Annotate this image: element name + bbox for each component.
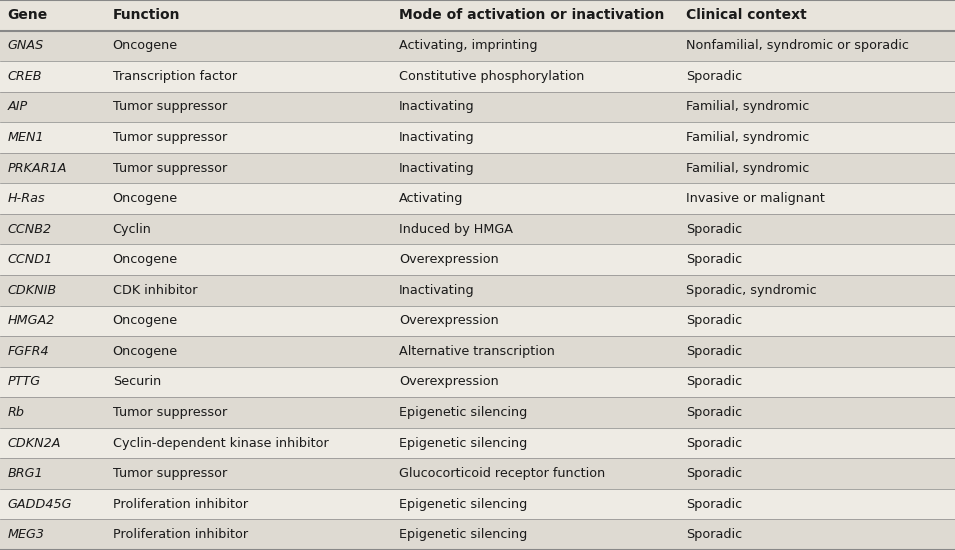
Bar	[0, 61, 955, 92]
Bar	[0, 367, 955, 397]
Text: Proliferation inhibitor: Proliferation inhibitor	[113, 528, 247, 541]
Text: Tumor suppressor: Tumor suppressor	[113, 101, 227, 113]
Text: AIP: AIP	[8, 101, 28, 113]
Text: Sporadic, syndromic: Sporadic, syndromic	[686, 284, 817, 297]
Text: Oncogene: Oncogene	[113, 253, 178, 266]
Text: Sporadic: Sporadic	[686, 467, 742, 480]
Bar	[0, 183, 955, 214]
Text: Transcription factor: Transcription factor	[113, 70, 237, 83]
Text: Inactivating: Inactivating	[399, 284, 475, 297]
Bar	[0, 397, 955, 428]
Text: HMGA2: HMGA2	[8, 315, 55, 327]
Text: Constitutive phosphorylation: Constitutive phosphorylation	[399, 70, 584, 83]
Bar	[0, 153, 955, 183]
Bar	[0, 519, 955, 550]
Text: Tumor suppressor: Tumor suppressor	[113, 131, 227, 144]
Text: PTTG: PTTG	[8, 376, 41, 388]
Bar	[0, 122, 955, 153]
Text: Tumor suppressor: Tumor suppressor	[113, 162, 227, 174]
Text: Alternative transcription: Alternative transcription	[399, 345, 555, 358]
Text: CDK inhibitor: CDK inhibitor	[113, 284, 197, 297]
Text: Glucocorticoid receptor function: Glucocorticoid receptor function	[399, 467, 605, 480]
Text: Tumor suppressor: Tumor suppressor	[113, 467, 227, 480]
Text: Activating, imprinting: Activating, imprinting	[399, 40, 538, 52]
Text: Inactivating: Inactivating	[399, 131, 475, 144]
Text: Epigenetic silencing: Epigenetic silencing	[399, 528, 527, 541]
Text: Sporadic: Sporadic	[686, 223, 742, 235]
Text: Proliferation inhibitor: Proliferation inhibitor	[113, 498, 247, 510]
Bar	[0, 428, 955, 458]
Text: Securin: Securin	[113, 376, 161, 388]
Text: Oncogene: Oncogene	[113, 315, 178, 327]
Text: Activating: Activating	[399, 192, 463, 205]
Text: CREB: CREB	[8, 70, 42, 83]
Text: Familial, syndromic: Familial, syndromic	[686, 131, 809, 144]
Text: Sporadic: Sporadic	[686, 437, 742, 449]
Text: GADD45G: GADD45G	[8, 498, 73, 510]
Text: Sporadic: Sporadic	[686, 253, 742, 266]
Text: Sporadic: Sporadic	[686, 498, 742, 510]
Text: Epigenetic silencing: Epigenetic silencing	[399, 406, 527, 419]
Text: Familial, syndromic: Familial, syndromic	[686, 162, 809, 174]
Text: Overexpression: Overexpression	[399, 315, 499, 327]
Text: Tumor suppressor: Tumor suppressor	[113, 406, 227, 419]
Text: Sporadic: Sporadic	[686, 528, 742, 541]
Text: Epigenetic silencing: Epigenetic silencing	[399, 498, 527, 510]
Text: PRKAR1A: PRKAR1A	[8, 162, 67, 174]
Bar	[0, 458, 955, 489]
Text: Function: Function	[113, 8, 180, 23]
Text: H-Ras: H-Ras	[8, 192, 45, 205]
Bar	[0, 275, 955, 306]
Text: FGFR4: FGFR4	[8, 345, 50, 358]
Text: GNAS: GNAS	[8, 40, 44, 52]
Text: CCNB2: CCNB2	[8, 223, 52, 235]
Bar	[0, 0, 955, 31]
Text: Gene: Gene	[8, 8, 48, 23]
Text: Oncogene: Oncogene	[113, 40, 178, 52]
Text: Overexpression: Overexpression	[399, 376, 499, 388]
Bar	[0, 214, 955, 244]
Text: Inactivating: Inactivating	[399, 162, 475, 174]
Text: Oncogene: Oncogene	[113, 192, 178, 205]
Text: Rb: Rb	[8, 406, 25, 419]
Bar	[0, 306, 955, 336]
Bar	[0, 336, 955, 367]
Text: Sporadic: Sporadic	[686, 376, 742, 388]
Bar	[0, 489, 955, 519]
Text: CDKNIB: CDKNIB	[8, 284, 56, 297]
Text: Oncogene: Oncogene	[113, 345, 178, 358]
Text: MEG3: MEG3	[8, 528, 45, 541]
Text: BRG1: BRG1	[8, 467, 43, 480]
Text: Inactivating: Inactivating	[399, 101, 475, 113]
Text: Sporadic: Sporadic	[686, 406, 742, 419]
Text: Epigenetic silencing: Epigenetic silencing	[399, 437, 527, 449]
Bar	[0, 244, 955, 275]
Text: CDKN2A: CDKN2A	[8, 437, 61, 449]
Text: MEN1: MEN1	[8, 131, 44, 144]
Text: Overexpression: Overexpression	[399, 253, 499, 266]
Text: Nonfamilial, syndromic or sporadic: Nonfamilial, syndromic or sporadic	[686, 40, 908, 52]
Text: Invasive or malignant: Invasive or malignant	[686, 192, 824, 205]
Text: Clinical context: Clinical context	[686, 8, 806, 23]
Text: CCND1: CCND1	[8, 253, 53, 266]
Text: Sporadic: Sporadic	[686, 315, 742, 327]
Text: Mode of activation or inactivation: Mode of activation or inactivation	[399, 8, 665, 23]
Text: Induced by HMGA: Induced by HMGA	[399, 223, 513, 235]
Text: Sporadic: Sporadic	[686, 70, 742, 83]
Text: Familial, syndromic: Familial, syndromic	[686, 101, 809, 113]
Text: Cyclin-dependent kinase inhibitor: Cyclin-dependent kinase inhibitor	[113, 437, 329, 449]
Text: Sporadic: Sporadic	[686, 345, 742, 358]
Bar	[0, 31, 955, 61]
Bar	[0, 92, 955, 122]
Text: Cyclin: Cyclin	[113, 223, 152, 235]
